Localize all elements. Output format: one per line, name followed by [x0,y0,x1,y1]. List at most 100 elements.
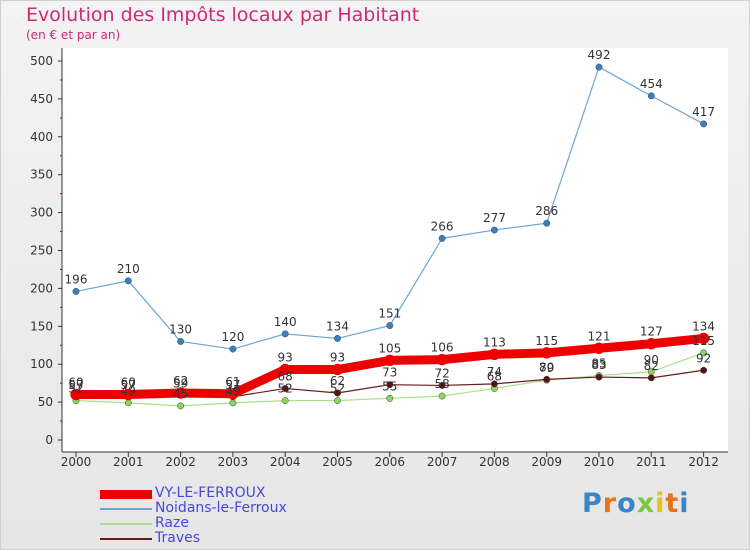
data-point-VY-LE-FERROUX-2002 [174,387,187,399]
data-point-Noidans-le-Ferroux-2003 [229,345,237,353]
data-label-Traves-2011: 82 [644,359,659,373]
data-label-VY-LE-FERROUX-2006: 105 [378,341,401,355]
data-point-Raze-2004 [281,397,289,405]
logo-letter: r [602,488,618,519]
data-point-Noidans-le-Ferroux-2000 [72,287,80,295]
data-point-Noidans-le-Ferroux-2007 [438,234,446,242]
legend-label: Traves [155,530,201,546]
data-point-VY-LE-FERROUX-2003 [227,388,239,400]
data-point-VY-LE-FERROUX-2009 [540,347,553,359]
y-tick-label-350: 350 [30,168,53,182]
data-label-Raze-2009: 79 [539,361,554,375]
legend-swatch [100,538,152,540]
data-label-Raze-2008: 68 [487,369,502,383]
data-label-Noidans-le-Ferroux-2007: 266 [431,219,454,233]
data-label-Traves-2002: 59 [173,376,188,390]
data-label-VY-LE-FERROUX-2003: 61 [225,375,240,389]
data-label-VY-LE-FERROUX-2000: 60 [68,376,83,390]
data-point-Traves-2008 [490,380,498,388]
data-point-Traves-2012 [700,366,708,374]
data-label-Traves-2007: 72 [434,366,449,380]
data-label-Noidans-le-Ferroux-2000: 196 [65,272,88,286]
data-label-VY-LE-FERROUX-2007: 106 [431,341,454,355]
data-point-Raze-2006 [386,394,394,402]
data-point-VY-LE-FERROUX-2011 [645,337,658,350]
data-label-VY-LE-FERROUX-2005: 93 [330,351,345,365]
x-tick-label-2001: 2001 [113,455,144,469]
legend-label: VY-LE-FERROUX [155,485,266,501]
logo-letter: o [617,488,637,519]
data-label-Traves-2003: 57 [225,378,240,392]
data-point-Noidans-le-Ferroux-2004 [281,330,289,338]
data-label-Traves-2006: 73 [382,366,397,380]
data-point-Traves-2004 [281,385,289,392]
y-tick-label-300: 300 [30,206,53,220]
data-label-Noidans-le-Ferroux-2001: 210 [117,262,140,276]
data-point-VY-LE-FERROUX-2005 [331,363,344,376]
data-label-Noidans-le-Ferroux-2010: 492 [588,48,611,62]
data-label-Raze-2007: 58 [434,377,449,391]
data-point-Raze-2003 [229,399,237,407]
data-point-VY-LE-FERROUX-2007 [436,353,448,366]
data-point-Noidans-le-Ferroux-2006 [386,322,394,329]
data-point-VY-LE-FERROUX-2010 [593,342,605,355]
y-tick-label-500: 500 [30,54,53,68]
data-label-Noidans-le-Ferroux-2011: 454 [640,77,663,91]
y-tick-label-250: 250 [30,244,53,258]
data-label-Raze-2006: 55 [382,379,397,393]
data-label-Traves-2012: 92 [696,351,711,365]
data-point-Noidans-le-Ferroux-2008 [490,226,498,234]
y-tick-label-200: 200 [30,281,53,295]
y-tick-label-0: 0 [45,433,53,447]
y-tick-label-50: 50 [38,395,53,409]
data-label-Noidans-le-Ferroux-2004: 140 [274,315,297,329]
data-point-VY-LE-FERROUX-2008 [488,348,501,361]
data-point-Traves-2011 [647,374,655,382]
data-label-VY-LE-FERROUX-2008: 113 [483,335,506,349]
logo-letter: i [679,488,690,519]
data-point-Traves-2010 [595,373,603,381]
data-point-Noidans-le-Ferroux-2011 [647,92,655,100]
data-point-Raze-2001 [124,399,132,407]
data-label-VY-LE-FERROUX-2009: 115 [535,334,558,348]
data-label-Traves-2004: 68 [278,369,293,383]
data-label-VY-LE-FERROUX-2011: 127 [640,325,663,339]
data-label-Noidans-le-Ferroux-2003: 120 [221,330,244,344]
x-tick-label-2004: 2004 [270,455,301,469]
x-tick-label-2003: 2003 [218,455,249,469]
legend-label: Raze [155,515,189,531]
chart-subtitle: (en € et par an) [26,28,121,42]
x-tick-label-2011: 2011 [636,455,667,469]
y-tick-label-400: 400 [30,130,53,144]
y-tick-label-150: 150 [30,319,53,333]
logo-letter: t [665,488,680,519]
data-label-Noidans-le-Ferroux-2006: 151 [378,307,401,321]
data-label-Raze-2011: 90 [644,353,659,367]
data-point-Raze-2002 [177,402,185,410]
legend-swatch [100,489,152,499]
legend-swatch [100,508,152,510]
x-tick-label-2009: 2009 [531,455,562,469]
data-point-Traves-2007 [438,381,446,389]
data-point-VY-LE-FERROUX-2000 [70,388,82,401]
data-label-Raze-2003: 49 [225,384,240,398]
x-tick-label-2002: 2002 [165,455,196,469]
data-point-Raze-2005 [334,397,341,405]
logo-letter: P [582,488,603,519]
data-label-Raze-2012: 115 [692,334,715,348]
legend-label: Noidans-le-Ferroux [155,500,287,516]
data-point-Noidans-le-Ferroux-2009 [543,219,551,227]
x-tick-label-2012: 2012 [688,455,719,469]
x-tick-label-2005: 2005 [322,455,353,469]
data-label-Raze-2010: 85 [591,357,606,371]
data-point-Raze-2007 [438,392,446,400]
data-label-Noidans-le-Ferroux-2012: 417 [692,105,715,119]
data-label-Traves-2009: 80 [539,360,554,374]
proxiti-logo: Proxiti [582,488,690,519]
data-point-Traves-2009 [543,375,551,383]
data-label-Raze-2001: 49 [121,384,136,398]
x-tick-label-2008: 2008 [479,455,510,469]
y-tick-label-100: 100 [30,357,53,371]
data-label-Noidans-le-Ferroux-2008: 277 [483,211,506,225]
